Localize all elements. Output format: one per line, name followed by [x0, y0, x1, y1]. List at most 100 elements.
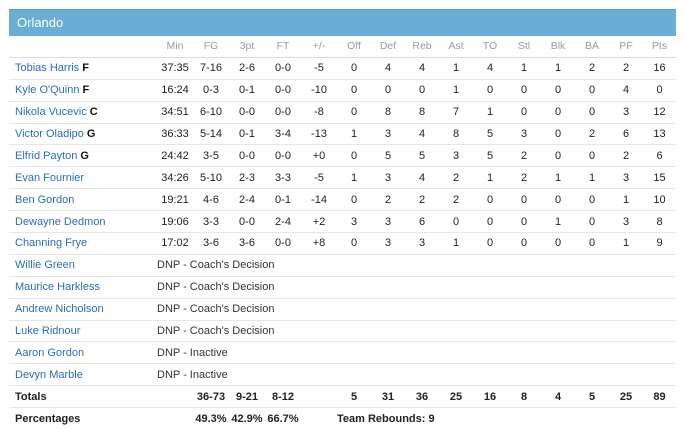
player-link[interactable]: Evan Fournier [15, 171, 85, 184]
stat-cell: 2-3 [229, 166, 265, 190]
column-header-player [9, 36, 157, 58]
player-row: Victor Oladipo G 36:33 5-14 0-1 3-4 -13 1 3 4 8 5 3 0… [9, 123, 676, 146]
stat-cell: 0 [575, 210, 609, 234]
column-header: Ast [439, 36, 473, 58]
player-link[interactable]: Tobias Harris [15, 62, 80, 75]
stat-cell: -8 [301, 101, 337, 124]
player-name-cell: Tobias Harris F [9, 57, 157, 80]
player-link[interactable]: Ben Gordon [15, 193, 75, 206]
stat-cell: -10 [301, 79, 337, 102]
stat-cell: 19:21 [157, 188, 193, 212]
stat-cell: 2 [575, 123, 609, 146]
stat-cell: 6 [609, 123, 643, 146]
stat-cell: 0 [541, 79, 575, 102]
stat-cell: 2 [609, 57, 643, 80]
stat-cell: 2 [371, 188, 405, 212]
stat-cell: +2 [301, 210, 337, 234]
pct-empty [301, 408, 337, 429]
stat-cell: 24:42 [157, 144, 193, 168]
dnp-row: Maurice Harkless DNP - Coach's Decision [9, 276, 676, 299]
total-stat-cell: 25 [439, 385, 473, 409]
stat-cell: 3 [609, 210, 643, 234]
stat-cell: 0 [337, 79, 371, 102]
stat-cell: 19:06 [157, 210, 193, 234]
stat-cell: 5-10 [193, 166, 229, 190]
player-position: F [82, 62, 89, 75]
stat-cell: 2 [405, 188, 439, 212]
total-stat-cell: 8-12 [265, 385, 301, 409]
player-name-cell: Luke Ridnour [9, 320, 157, 343]
player-name-cell: Channing Frye [9, 232, 157, 255]
stat-cell: 13 [643, 123, 676, 146]
player-position: G [86, 128, 96, 140]
player-link[interactable]: Devyn Marble [15, 368, 83, 381]
player-row: Channing Frye 17:02 3-6 3-6 0-0 +8 0 3 3 1 0 0 0 0 1 9 [9, 232, 676, 255]
stat-cell: 0 [337, 144, 371, 168]
player-name-cell: Evan Fournier [9, 166, 157, 190]
player-link[interactable]: Maurice Harkless [15, 281, 100, 294]
total-stat-cell: 8 [507, 385, 541, 409]
stat-cell: 3 [609, 101, 643, 124]
stat-cell: -5 [301, 57, 337, 80]
stat-cell: 2 [609, 144, 643, 168]
player-link[interactable]: Andrew Nicholson [15, 303, 104, 316]
stat-cell: 5 [473, 144, 507, 168]
total-stat-cell: 9-21 [229, 385, 265, 409]
stat-cell: 1 [473, 101, 507, 124]
stat-cell: 0-0 [265, 232, 301, 255]
player-link[interactable]: Aaron Gordon [15, 346, 85, 359]
stat-cell: 0-1 [229, 123, 265, 146]
player-name-cell: Elfrid Payton G [9, 144, 157, 168]
fg-percentage: 49.3% [195, 412, 227, 425]
stat-cell: 0 [575, 144, 609, 168]
total-stat-cell: 5 [337, 385, 371, 409]
stat-cell: 2 [439, 166, 473, 190]
stat-cell: 1 [337, 123, 371, 146]
player-link[interactable]: Kyle O'Quinn [15, 84, 80, 97]
column-header: FT [265, 36, 301, 58]
dnp-row: Andrew Nicholson DNP - Coach's Decision [9, 298, 676, 321]
total-stat-cell: 36 [405, 385, 439, 409]
player-link[interactable]: Luke Ridnour [15, 325, 81, 338]
stat-cell: 8 [439, 123, 473, 146]
stat-cell: 0 [541, 188, 575, 212]
stat-cell: 4 [371, 57, 405, 80]
stat-cell: 3-3 [193, 210, 229, 234]
column-header: Blk [541, 36, 575, 58]
dnp-row: Willie Green DNP - Coach's Decision [9, 254, 676, 277]
player-link[interactable]: Dewayne Dedmon [15, 215, 106, 228]
player-link[interactable]: Victor Oladipo [15, 128, 84, 140]
stat-cell: 36:33 [157, 123, 193, 146]
stat-cell: 0 [337, 232, 371, 255]
stat-cell: 1 [609, 188, 643, 212]
player-name-cell: Victor Oladipo G [9, 123, 157, 146]
player-link[interactable]: Willie Green [15, 259, 75, 272]
stat-cell: 0 [371, 79, 405, 102]
stat-cell: 0 [337, 101, 371, 124]
stat-cell: 0 [541, 144, 575, 168]
stat-cell: 6 [405, 210, 439, 234]
column-header: Off [337, 36, 371, 58]
stat-cell: 2-6 [229, 57, 265, 80]
stat-cell: 0-1 [229, 79, 265, 102]
stat-cell: 3 [337, 210, 371, 234]
stat-cell: 0-3 [193, 79, 229, 102]
stat-cell: 3-5 [193, 144, 229, 168]
player-link[interactable]: Channing Frye [15, 237, 88, 250]
stat-cell: 0 [575, 79, 609, 102]
player-link[interactable]: Nikola Vucevic [15, 106, 87, 119]
stat-cell: 6-10 [193, 101, 229, 124]
stat-cell: 0 [473, 188, 507, 212]
stat-cell: 0-0 [265, 144, 301, 168]
stat-cell: 0 [575, 232, 609, 255]
player-row: Evan Fournier 34:26 5-10 2-3 3-3 -5 1 3 4 2 1 2 1 1 3 1… [9, 166, 676, 190]
stat-cell: 0 [507, 101, 541, 124]
column-header: Min [157, 36, 193, 58]
stat-cell: 0 [575, 101, 609, 124]
percentages-label: Percentages [15, 412, 81, 425]
stat-cell: 0 [541, 101, 575, 124]
stat-cell: 0 [473, 210, 507, 234]
stat-cell: 1 [439, 79, 473, 102]
column-header: Stl [507, 36, 541, 58]
player-link[interactable]: Elfrid Payton [15, 149, 78, 162]
